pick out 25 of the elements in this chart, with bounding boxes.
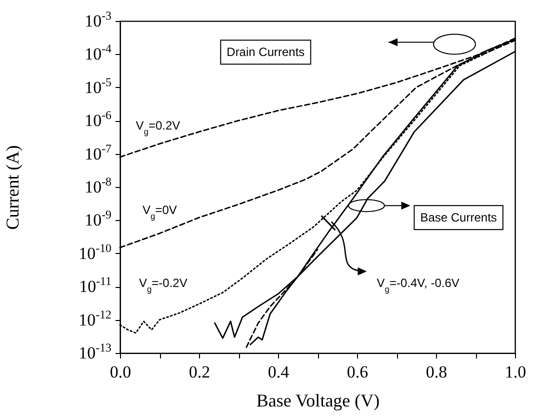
annotation: Base Currents bbox=[420, 210, 497, 225]
annotation: V$_{g}$=-0.4V, -0.6V bbox=[376, 276, 460, 294]
y-tick-label: 10$^{-13}$ bbox=[78, 340, 112, 362]
annotation: V$_{g}$=0V bbox=[142, 203, 177, 222]
x-tick-label: 0.4 bbox=[268, 362, 290, 382]
annotation: V$_{g}$=-0.2V bbox=[138, 276, 188, 294]
y-tick-label: 10$^{-9}$ bbox=[84, 208, 112, 230]
x-tick-label: 0.8 bbox=[426, 362, 448, 382]
y-tick-label: 10$^{-8}$ bbox=[84, 174, 112, 196]
y-tick-label: 10$^{-4}$ bbox=[84, 42, 112, 64]
x-tick-label: 0.6 bbox=[346, 362, 368, 382]
y-tick-label: 10$^{-6}$ bbox=[84, 108, 112, 130]
y-tick-label: 10$^{-10}$ bbox=[78, 240, 112, 263]
x-tick-label: 0.0 bbox=[110, 362, 132, 382]
annotation: V$_{g}$=0.2V bbox=[136, 118, 180, 137]
x-axis-title: Base Voltage (V) bbox=[256, 390, 380, 410]
y-tick-label: 10$^{-11}$ bbox=[79, 274, 112, 296]
y-tick-label: 10$^{-12}$ bbox=[78, 307, 112, 330]
y-tick-label: 10$^{-5}$ bbox=[84, 74, 112, 97]
annotation: Drain Currents bbox=[226, 45, 305, 60]
y-axis-title: Current (A) bbox=[2, 145, 23, 230]
x-tick-label: 1.0 bbox=[504, 362, 526, 382]
y-tick-label: 10$^{-7}$ bbox=[84, 141, 112, 164]
y-tick-label: 10$^{-3}$ bbox=[84, 8, 112, 30]
x-tick-label: 0.2 bbox=[188, 362, 210, 382]
